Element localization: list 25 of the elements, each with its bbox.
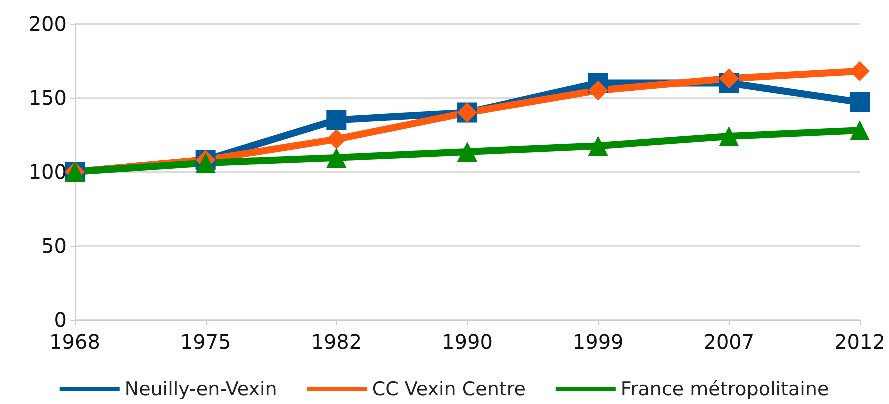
point bbox=[719, 126, 740, 146]
y-tick-label: 150 bbox=[28, 86, 67, 110]
point bbox=[588, 80, 608, 101]
legend-label: CC Vexin Centre bbox=[372, 378, 526, 400]
y-tick-label: 100 bbox=[28, 160, 67, 184]
x-tick-label: 1999 bbox=[572, 330, 624, 354]
x-tick-label: 1968 bbox=[50, 330, 100, 354]
point bbox=[850, 92, 870, 112]
x-tick-label: 1982 bbox=[311, 330, 362, 354]
y-tick-label: 0 bbox=[54, 308, 67, 332]
point bbox=[326, 129, 347, 150]
point bbox=[326, 110, 347, 130]
legend-label: Neuilly-en-Vexin bbox=[124, 378, 278, 400]
legend-label: France métropolitaine bbox=[620, 378, 830, 400]
x-tick-label: 2012 bbox=[834, 330, 886, 354]
point bbox=[850, 120, 870, 141]
y-tick-label: 50 bbox=[42, 234, 67, 258]
x-tick-label: 1990 bbox=[442, 330, 493, 354]
point bbox=[326, 148, 347, 168]
point bbox=[588, 136, 608, 156]
point bbox=[719, 68, 740, 89]
x-tick-label: 2007 bbox=[704, 330, 755, 354]
point bbox=[458, 142, 478, 162]
y-tick-label: 200 bbox=[28, 12, 67, 36]
x-tick-label: 1975 bbox=[180, 330, 232, 354]
